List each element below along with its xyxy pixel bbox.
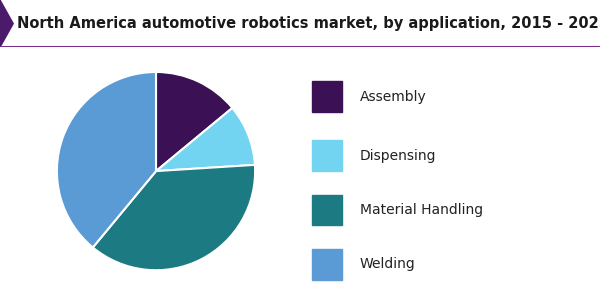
Bar — [312, 140, 342, 171]
Text: Assembly: Assembly — [360, 90, 427, 104]
Polygon shape — [0, 0, 13, 47]
Text: North America automotive robotics market, by application, 2015 - 2025 (%): North America automotive robotics market… — [17, 16, 600, 31]
Wedge shape — [57, 72, 156, 248]
Bar — [312, 195, 342, 225]
Text: Welding: Welding — [360, 257, 416, 271]
Wedge shape — [156, 72, 232, 171]
Wedge shape — [156, 108, 255, 171]
Wedge shape — [93, 165, 255, 270]
Text: Material Handling: Material Handling — [360, 203, 483, 217]
Bar — [312, 249, 342, 280]
Text: Dispensing: Dispensing — [360, 149, 437, 163]
Bar — [312, 81, 342, 112]
